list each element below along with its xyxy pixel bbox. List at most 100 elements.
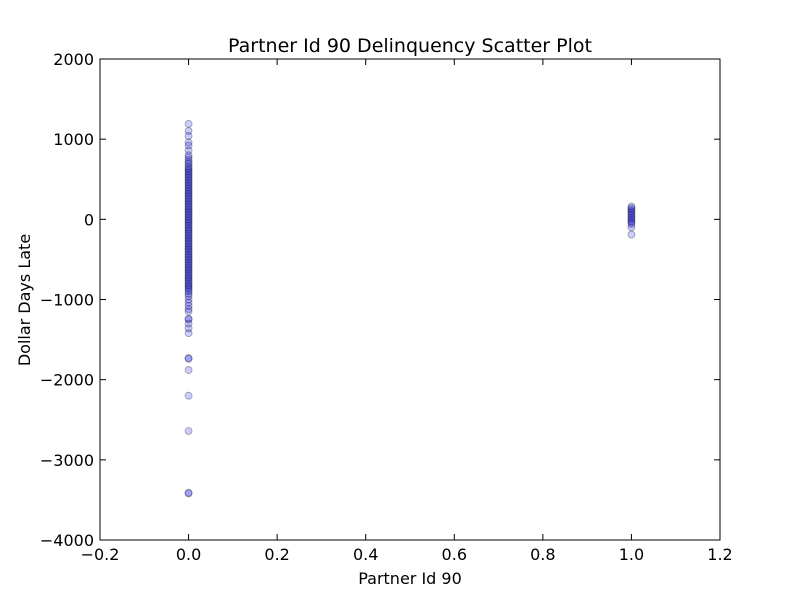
data-point-49 xyxy=(184,223,193,232)
plot-background xyxy=(100,59,720,540)
data-point-86 xyxy=(184,282,193,291)
data-point-22 xyxy=(184,180,193,188)
plot-frame xyxy=(99,58,721,541)
data-point-115 xyxy=(627,212,636,221)
x-tick-label-0: −0.2 xyxy=(81,545,120,564)
data-point-118 xyxy=(627,217,636,225)
data-point-90 xyxy=(184,289,193,298)
data-point-95 xyxy=(184,305,193,314)
data-point-43 xyxy=(184,213,193,222)
data-point-65 xyxy=(184,249,193,257)
data-point-117 xyxy=(627,215,636,224)
data-point-52 xyxy=(184,228,193,237)
data-point-116 xyxy=(627,213,636,222)
data-point-34 xyxy=(184,199,193,208)
data-point-76 xyxy=(184,266,193,275)
data-point-68 xyxy=(184,253,193,262)
data-point-5 xyxy=(184,146,193,155)
data-point-77 xyxy=(184,268,193,277)
data-point-17 xyxy=(184,172,193,180)
data-point-81 xyxy=(184,274,193,283)
data-point-20 xyxy=(184,176,193,185)
data-point-109 xyxy=(627,202,636,211)
data-point-53 xyxy=(184,229,193,238)
data-point-97 xyxy=(184,314,193,323)
data-point-7 xyxy=(184,153,193,162)
data-point-41 xyxy=(184,210,193,219)
data-point-82 xyxy=(184,276,193,285)
data-point-37 xyxy=(184,204,193,213)
data-point-13 xyxy=(184,165,193,174)
data-point-40 xyxy=(184,209,193,217)
data-point-102 xyxy=(184,354,193,362)
y-tick-label-1: −3000 xyxy=(40,451,94,470)
data-point-2 xyxy=(184,132,193,140)
data-point-19 xyxy=(184,175,193,184)
data-point-9 xyxy=(184,158,193,167)
data-point-21 xyxy=(184,178,193,187)
data-point-36 xyxy=(184,202,193,211)
data-point-58 xyxy=(184,237,193,246)
data-point-98 xyxy=(184,315,193,324)
data-point-25 xyxy=(184,184,193,193)
data-point-51 xyxy=(184,226,193,235)
data-point-80 xyxy=(184,273,193,281)
x-tick-label-1: 0.0 xyxy=(176,545,201,564)
data-point-39 xyxy=(184,207,193,216)
data-point-70 xyxy=(184,257,193,265)
y-tick-label-6: 2000 xyxy=(53,50,94,69)
data-point-14 xyxy=(184,167,193,176)
data-point-103 xyxy=(184,354,193,363)
data-point-100 xyxy=(184,324,193,333)
data-point-28 xyxy=(184,189,193,198)
data-point-54 xyxy=(184,231,193,240)
x-axis-label: Partner Id 90 xyxy=(358,569,462,588)
data-point-18 xyxy=(184,173,193,182)
data-point-87 xyxy=(184,284,193,293)
y-tick-label-0: −4000 xyxy=(40,531,94,550)
data-point-16 xyxy=(184,170,193,179)
data-point-121 xyxy=(627,223,636,232)
data-point-59 xyxy=(184,239,193,248)
data-point-8 xyxy=(184,156,193,164)
data-point-47 xyxy=(184,220,193,229)
data-point-15 xyxy=(184,168,193,177)
data-point-3 xyxy=(184,138,193,147)
y-tick-label-4: 0 xyxy=(84,210,94,229)
data-point-88 xyxy=(184,285,193,294)
x-tick-label-3: 0.4 xyxy=(353,545,378,564)
data-point-64 xyxy=(184,247,193,256)
data-point-93 xyxy=(184,298,193,307)
data-point-10 xyxy=(184,160,193,168)
data-point-85 xyxy=(184,281,193,289)
data-point-96 xyxy=(184,307,193,316)
data-point-79 xyxy=(184,271,193,280)
data-point-92 xyxy=(184,295,193,304)
data-point-94 xyxy=(184,302,193,310)
data-point-30 xyxy=(184,192,193,201)
data-point-91 xyxy=(184,292,193,301)
data-point-114 xyxy=(627,210,636,219)
data-point-119 xyxy=(627,218,636,227)
data-point-105 xyxy=(184,391,193,400)
data-point-1 xyxy=(184,127,193,136)
data-point-122 xyxy=(627,230,636,239)
x-tick-label-5: 0.8 xyxy=(530,545,555,564)
x-tick-label-2: 0.2 xyxy=(264,545,289,564)
data-point-89 xyxy=(184,287,193,296)
data-point-35 xyxy=(184,201,193,209)
data-point-66 xyxy=(184,250,193,259)
data-point-0 xyxy=(184,120,193,128)
data-point-107 xyxy=(184,488,193,497)
data-point-56 xyxy=(184,234,193,243)
data-point-4 xyxy=(184,141,193,150)
data-points xyxy=(184,120,636,498)
data-point-24 xyxy=(184,183,193,192)
data-point-29 xyxy=(184,191,193,200)
x-tick-label-7: 1.2 xyxy=(707,545,732,564)
data-point-45 xyxy=(184,217,193,225)
data-point-42 xyxy=(184,212,193,221)
x-tick-label-4: 0.6 xyxy=(442,545,467,564)
data-point-46 xyxy=(184,218,193,227)
data-point-84 xyxy=(184,279,193,288)
